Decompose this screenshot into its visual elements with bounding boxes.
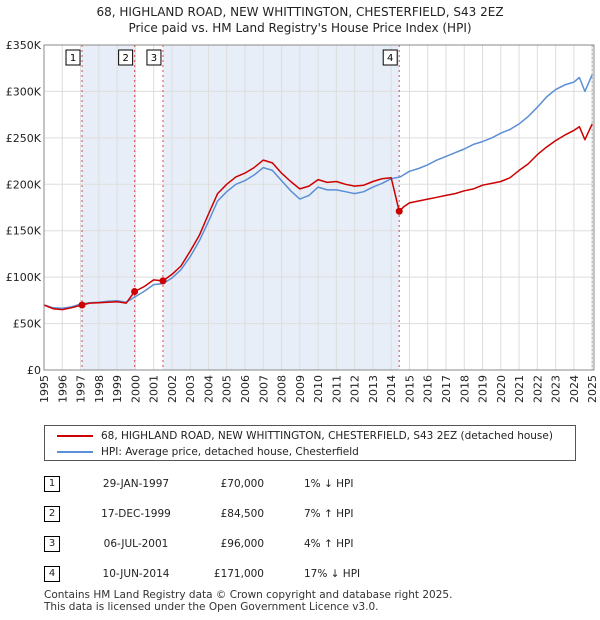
sale-label: 1: [70, 53, 76, 64]
sale-date: 17-DEC-1999: [101, 508, 171, 520]
sale-label-box: [382, 49, 398, 66]
x-tick-label: 2017: [440, 375, 453, 403]
legend-swatch-hpi: [57, 451, 93, 453]
footer: Contains HM Land Registry data © Crown c…: [44, 589, 452, 613]
sale-number: 4: [44, 566, 60, 582]
legend-swatch-price: [57, 435, 93, 437]
x-tick-label: 2004: [202, 375, 215, 403]
sale-price: £84,500: [220, 508, 264, 520]
x-tick-label: 2021: [513, 375, 526, 403]
legend: 68, HIGHLAND ROAD, NEW WHITTINGTON, CHES…: [44, 425, 576, 461]
x-tick-label: 2009: [294, 375, 307, 403]
sale-number: 3: [44, 536, 60, 552]
x-tick-label: 2012: [349, 375, 362, 403]
x-tick-label: 1995: [38, 375, 51, 403]
sale-price: £96,000: [220, 538, 264, 550]
y-tick-label: £300K: [6, 85, 42, 98]
sale-label: 3: [151, 53, 157, 64]
table-row: 4 10-JUN-2014 £171,000 17% ↓ HPI: [44, 566, 444, 582]
chart-title-line2: Price paid vs. HM Land Registry's House …: [128, 21, 472, 35]
table-row: 1 29-JAN-1997 £70,000 1% ↓ HPI: [44, 476, 444, 492]
sale-markers: 1 2 3 4: [65, 49, 403, 309]
x-tick-label: 1999: [111, 375, 124, 403]
x-tick-label: 2013: [367, 375, 380, 403]
x-tick-label: 2002: [166, 375, 179, 403]
sale-label-box: [65, 49, 81, 66]
legend-label-price: 68, HIGHLAND ROAD, NEW WHITTINGTON, CHES…: [101, 430, 553, 442]
x-tick-label: 2020: [495, 375, 508, 403]
x-tick-label: 1996: [56, 375, 69, 403]
y-tick-label: £150K: [6, 225, 42, 238]
x-tick-label: 2018: [458, 375, 471, 403]
x-tick-label: 2010: [312, 375, 325, 403]
chart-title: 68, HIGHLAND ROAD, NEW WHITTINGTON, CHES…: [0, 4, 600, 36]
sale-label: 4: [387, 53, 393, 64]
axis-labels: £0 £50K £100K £150K £200K £250K £300K £350K 1995…: [6, 39, 599, 403]
shaded-range: [82, 45, 135, 370]
shaded-ranges: [82, 45, 400, 370]
x-tick-label: 2023: [550, 375, 563, 403]
x-tick-label: 2003: [184, 375, 197, 403]
sale-hpi: 7% ↑ HPI: [304, 508, 354, 520]
plot-frame: [43, 44, 595, 371]
legend-label-hpi: HPI: Average price, detached house, Ches…: [101, 446, 359, 458]
sale-label-box: [118, 49, 134, 66]
legend-item-price: 68, HIGHLAND ROAD, NEW WHITTINGTON, CHES…: [57, 428, 553, 444]
y-tick-label: £100K: [6, 271, 42, 284]
sale-date: 29-JAN-1997: [102, 478, 170, 490]
footer-line2: This data is licensed under the Open Gov…: [44, 601, 379, 613]
x-tick-label: 2014: [385, 375, 398, 403]
x-tick-label: 2015: [403, 375, 416, 403]
y-tick-label: £350K: [6, 39, 42, 52]
x-tick-label: 2019: [477, 375, 490, 403]
sale-point: [78, 301, 86, 309]
sale-point: [159, 277, 167, 285]
x-tick-label: 2001: [148, 375, 161, 403]
sale-number: 2: [44, 506, 60, 522]
y-tick-label: £200K: [6, 178, 42, 191]
sale-label-box: [146, 49, 162, 66]
x-tick-label: 2006: [239, 375, 252, 403]
x-tick-label: 1998: [93, 375, 106, 403]
x-tick-label: 2005: [221, 375, 234, 403]
y-tick-label: £50K: [13, 318, 42, 331]
x-tick-label: 1997: [75, 375, 88, 403]
y-tick-label: £250K: [6, 132, 42, 145]
sale-point: [395, 207, 403, 215]
sale-hpi: 4% ↑ HPI: [304, 538, 354, 550]
price-paid-line: [43, 123, 593, 311]
x-tick-label: 2000: [129, 375, 142, 403]
sale-label: 2: [122, 53, 128, 64]
sale-vlines: [81, 45, 593, 370]
sale-hpi: 17% ↓ HPI: [304, 568, 361, 580]
chart-title-line1: 68, HIGHLAND ROAD, NEW WHITTINGTON, CHES…: [96, 5, 504, 19]
footer-line1: Contains HM Land Registry data © Crown c…: [44, 589, 453, 601]
x-tick-label: 2007: [257, 375, 270, 403]
x-tick-label: 2022: [531, 375, 544, 403]
sale-hpi: 1% ↓ HPI: [304, 478, 354, 490]
x-tick-label: 2025: [586, 375, 599, 403]
hpi-line: [43, 74, 593, 310]
legend-item-hpi: HPI: Average price, detached house, Ches…: [57, 444, 359, 460]
sale-date: 06-JUL-2001: [103, 538, 169, 550]
sale-price: £171,000: [213, 568, 264, 580]
sale-price: £70,000: [220, 478, 264, 490]
table-row: 3 06-JUL-2001 £96,000 4% ↑ HPI: [44, 536, 444, 552]
x-tick-label: 2024: [568, 375, 581, 403]
sale-number: 1: [44, 476, 60, 492]
table-row: 2 17-DEC-1999 £84,500 7% ↑ HPI: [44, 506, 444, 522]
x-tick-label: 2016: [422, 375, 435, 403]
y-tick-label: £0: [27, 364, 41, 377]
x-tick-label: 2008: [276, 375, 289, 403]
sale-date: 10-JUN-2014: [102, 568, 170, 580]
price-chart: 1 2 3 4 £0 £50K £100K £150K £200K £250K £300K £350…: [6, 39, 599, 403]
sale-point: [131, 288, 139, 296]
x-tick-label: 2011: [330, 375, 343, 403]
series-lines: [43, 74, 593, 311]
